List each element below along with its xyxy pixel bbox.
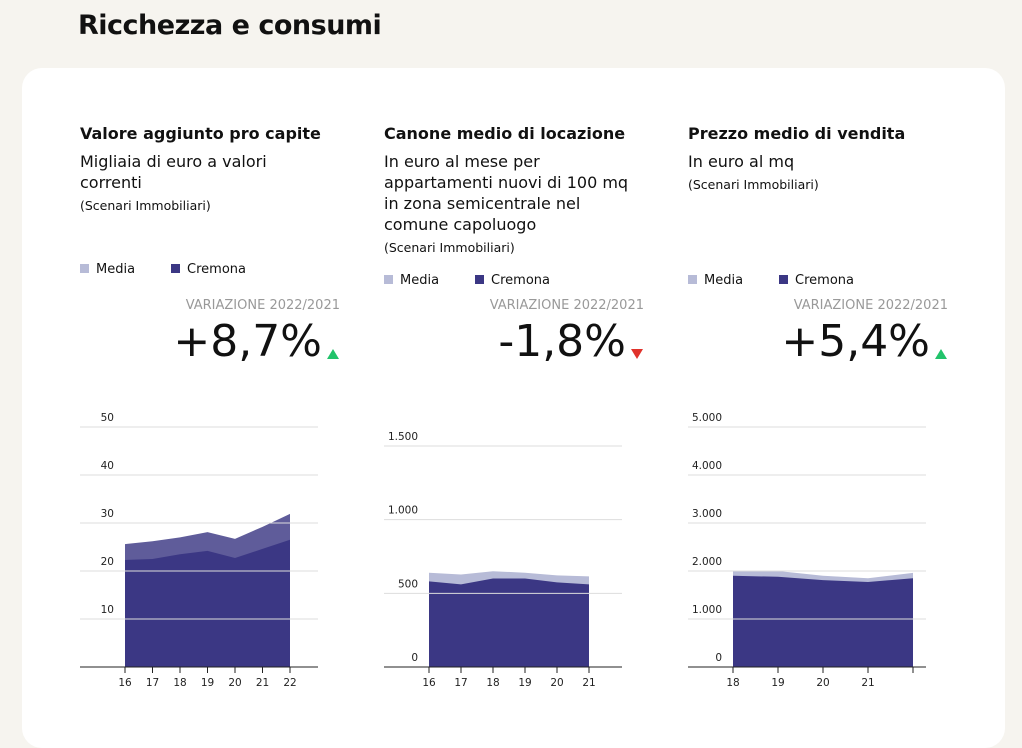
legend-swatch <box>475 275 485 284</box>
legend-item: Cremona <box>171 262 246 277</box>
legend-swatch <box>384 275 393 284</box>
down-arrow <box>631 349 643 359</box>
panel-subtitle: Migliaia di euro a valori correnti <box>80 152 267 192</box>
panel: Valore aggiunto pro capite Migliaia di e… <box>80 124 342 716</box>
legend-swatch <box>171 264 181 273</box>
up-arrow <box>327 349 339 359</box>
y-tick-label: 20 <box>101 556 114 568</box>
panel-subtitle: In euro al mq <box>688 152 795 171</box>
x-tick-label: 20 <box>550 677 563 689</box>
panel-title: Canone medio di locazione <box>384 124 626 143</box>
panel: Prezzo medio di vendita In euro al mq (S… <box>688 124 950 716</box>
variation-label: VARIAZIONE 2022/2021 <box>185 298 340 313</box>
y-tick-label: 3.000 <box>692 508 722 520</box>
chart: 0 1.000 2.000 3.000 4.000 5.000 18 19 20 21 <box>688 412 926 689</box>
y-tick-label: 4.000 <box>692 460 722 472</box>
y-tick-label: 0 <box>715 652 722 664</box>
legend-item: Media <box>688 273 743 288</box>
legend-label: Media <box>704 273 744 288</box>
legend: Media Cremona <box>384 273 550 288</box>
legend-swatch <box>688 275 697 284</box>
variation-value: -1,8% <box>498 316 626 367</box>
legend-label: Cremona <box>187 262 247 277</box>
legend: Media Cremona <box>688 273 854 288</box>
legend: Media Cremona <box>80 262 246 277</box>
y-tick-label: 40 <box>101 460 114 472</box>
legend-swatch <box>779 275 789 284</box>
legend-label: Cremona <box>491 273 551 288</box>
x-tick-label: 21 <box>256 677 269 689</box>
legend-label: Cremona <box>795 273 855 288</box>
variation-value: +8,7% <box>173 316 322 367</box>
x-tick-label: 16 <box>118 677 132 689</box>
x-tick-label: 18 <box>726 677 739 689</box>
y-tick-label: 5.000 <box>692 412 722 424</box>
x-tick-label: 18 <box>486 677 499 689</box>
area <box>733 575 913 667</box>
chart: 0 500 1.000 1.500 16 17 18 19 20 21 <box>384 431 622 689</box>
chart: 10 20 30 40 50 16 17 18 19 20 21 22 <box>80 412 318 689</box>
x-tick-label: 16 <box>422 677 436 689</box>
x-tick-label: 22 <box>283 677 296 689</box>
area <box>125 539 290 667</box>
legend-label: Media <box>400 273 440 288</box>
y-tick-label: 30 <box>101 508 114 520</box>
x-tick-label: 17 <box>454 677 467 689</box>
x-tick-label: 19 <box>201 677 214 689</box>
y-tick-label: 1.000 <box>388 505 418 517</box>
panel-subtitle: In euro al mese per appartamenti nuovi d… <box>384 152 629 234</box>
x-tick-label: 20 <box>816 677 829 689</box>
x-tick-label: 20 <box>228 677 241 689</box>
y-tick-label: 500 <box>398 578 418 590</box>
y-tick-label: 2.000 <box>692 556 722 568</box>
variation-label: VARIAZIONE 2022/2021 <box>489 298 644 313</box>
y-tick-label: 1.500 <box>388 431 418 443</box>
panel-title: Valore aggiunto pro capite <box>80 124 321 143</box>
legend-item: Cremona <box>475 273 550 288</box>
variation-label: VARIAZIONE 2022/2021 <box>793 298 948 313</box>
y-tick-label: 10 <box>101 604 114 616</box>
variation-value: +5,4% <box>781 316 930 367</box>
area <box>429 578 589 667</box>
page-title: Ricchezza e consumi <box>78 10 382 41</box>
source: (Scenari Immobiliari) <box>384 240 515 255</box>
x-tick-label: 18 <box>173 677 186 689</box>
y-tick-label: 0 <box>411 652 418 664</box>
y-tick-label: 1.000 <box>692 604 722 616</box>
legend-item: Media <box>80 262 135 277</box>
x-tick-label: 21 <box>861 677 874 689</box>
panel: Canone medio di locazione In euro al mes… <box>384 124 646 716</box>
legend-item: Cremona <box>779 273 854 288</box>
x-tick-label: 21 <box>582 677 595 689</box>
y-tick-label: 50 <box>101 412 114 424</box>
x-tick-label: 17 <box>146 677 159 689</box>
panel-title: Prezzo medio di vendita <box>688 124 906 143</box>
legend-label: Media <box>96 262 136 277</box>
x-tick-label: 19 <box>518 677 531 689</box>
source: (Scenari Immobiliari) <box>688 177 819 192</box>
legend-swatch <box>80 264 89 273</box>
x-tick-label: 19 <box>771 677 784 689</box>
legend-item: Media <box>384 273 439 288</box>
source: (Scenari Immobiliari) <box>80 198 211 213</box>
up-arrow <box>935 349 947 359</box>
